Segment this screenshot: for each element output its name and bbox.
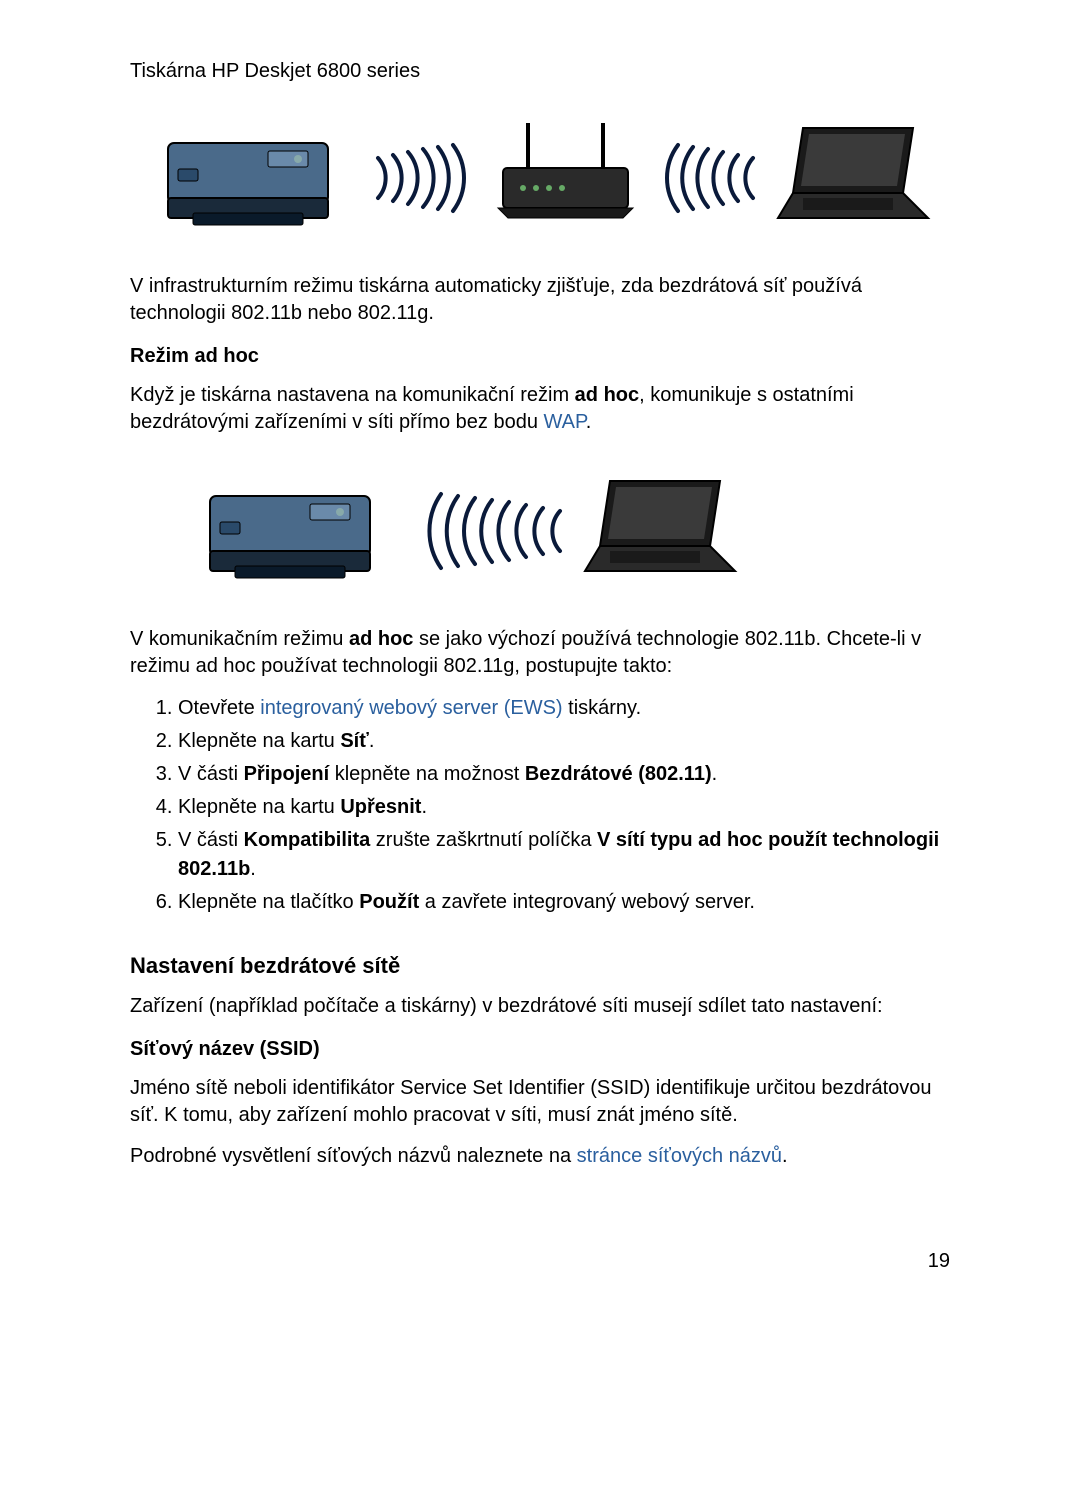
list-item: V části Kompatibilita zrušte zaškrtnutí … <box>178 826 950 884</box>
text: . <box>712 763 718 785</box>
text: Otevřete <box>178 697 260 719</box>
bold-text: Upřesnit <box>340 796 421 818</box>
text: V části <box>178 829 244 851</box>
bold-text: Bezdrátové (802.11) <box>525 763 712 785</box>
paragraph-adhoc-intro: Když je tiskárna nastavena na komunikačn… <box>130 382 950 436</box>
bold-text: ad hoc <box>349 628 413 650</box>
text: a zavřete integrovaný webový server. <box>419 891 755 913</box>
bold-text: Kompatibilita <box>244 829 371 851</box>
text: Když je tiskárna nastavena na komunikačn… <box>130 384 575 406</box>
waves-right-icon <box>368 138 478 218</box>
steps-list: Otevřete integrovaný webový server (EWS)… <box>130 694 950 917</box>
text: tiskárny. <box>563 697 642 719</box>
paragraph-infrastructure: V infrastrukturním režimu tiskárna autom… <box>130 273 950 327</box>
waves-left-icon <box>410 491 570 571</box>
list-item: Klepněte na tlačítko Použít a zavřete in… <box>178 888 950 917</box>
bold-text: Síť <box>340 730 368 752</box>
text: Klepněte na kartu <box>178 796 340 818</box>
heading-ssid: Síťový název (SSID) <box>130 1038 950 1061</box>
text: . <box>782 1145 788 1167</box>
heading-adhoc: Režim ad hoc <box>130 345 950 368</box>
paragraph-ssid-2: Podrobné vysvětlení síťových názvů nalez… <box>130 1143 950 1170</box>
link-ews[interactable]: integrovaný webový server (EWS) <box>260 697 562 719</box>
paragraph-ssid-1: Jméno sítě neboli identifikátor Service … <box>130 1075 950 1129</box>
bold-text: ad hoc <box>575 384 639 406</box>
link-wap[interactable]: WAP <box>544 411 586 433</box>
laptop-icon <box>580 471 740 591</box>
printer-icon <box>148 113 358 243</box>
router-icon <box>488 113 643 243</box>
text: . <box>250 858 256 880</box>
paragraph-settings-intro: Zařízení (například počítače a tiskárny)… <box>130 993 950 1020</box>
paragraph-adhoc-default: V komunikačním režimu ad hoc se jako výc… <box>130 626 950 680</box>
text: V části <box>178 763 244 785</box>
text: . <box>586 411 592 433</box>
waves-left-icon <box>653 138 763 218</box>
text: Klepněte na kartu <box>178 730 340 752</box>
text: klepněte na možnost <box>329 763 525 785</box>
list-item: V části Připojení klepněte na možnost Be… <box>178 760 950 789</box>
link-network-names[interactable]: stránce síťových názvů <box>577 1145 782 1167</box>
list-item: Otevřete integrovaný webový server (EWS)… <box>178 694 950 723</box>
text: . <box>421 796 427 818</box>
text: V komunikačním režimu <box>130 628 349 650</box>
page-number: 19 <box>130 1250 950 1273</box>
page-header: Tiskárna HP Deskjet 6800 series <box>130 60 950 83</box>
text: . <box>369 730 375 752</box>
list-item: Klepněte na kartu Upřesnit. <box>178 793 950 822</box>
text: zrušte zaškrtnutí políčka <box>370 829 597 851</box>
text: Klepněte na tlačítko <box>178 891 359 913</box>
text: Podrobné vysvětlení síťových názvů nalez… <box>130 1145 577 1167</box>
bold-text: Připojení <box>244 763 330 785</box>
printer-icon <box>190 466 400 596</box>
laptop-icon <box>773 118 933 238</box>
list-item: Klepněte na kartu Síť. <box>178 727 950 756</box>
bold-text: Použít <box>359 891 419 913</box>
adhoc-diagram <box>190 466 950 596</box>
heading-wireless-settings: Nastavení bezdrátové sítě <box>130 953 950 979</box>
document-page: Tiskárna HP Deskjet 6800 series <box>0 0 1080 1333</box>
infrastructure-diagram <box>130 113 950 243</box>
